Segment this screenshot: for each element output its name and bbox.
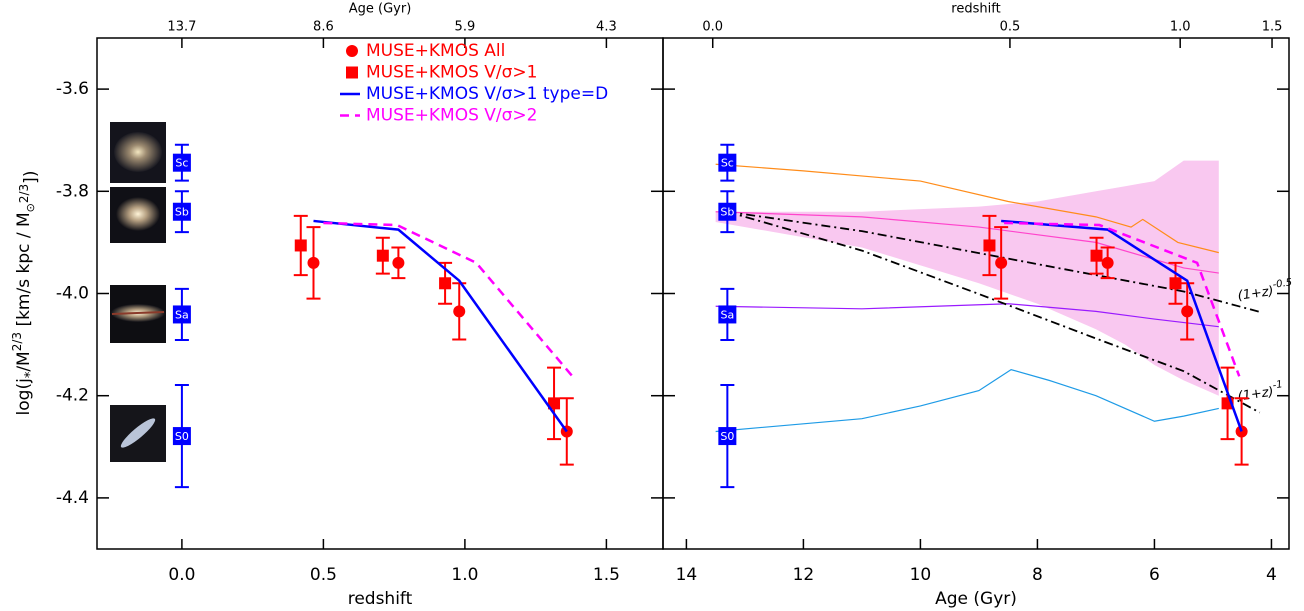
point	[1181, 305, 1194, 318]
legend-label: MUSE+KMOS V/σ>1	[366, 63, 537, 83]
thumb-sa-dust	[111, 311, 165, 315]
type-marker	[718, 153, 737, 172]
type-label: Sc	[721, 157, 734, 170]
series-line	[715, 368, 1219, 433]
x2-tick-label: 13.7	[167, 20, 196, 35]
type-marker	[172, 153, 191, 172]
type-marker	[718, 305, 737, 324]
x-axis-label: Age (Gyr)	[935, 589, 1017, 609]
y-label-part: log(j	[14, 378, 34, 415]
type-label: Sb	[720, 206, 734, 219]
y-label-part: 2/3	[10, 332, 24, 351]
x2-tick-label: 5.9	[455, 20, 476, 35]
point	[294, 239, 307, 252]
type-marker	[172, 427, 191, 446]
x2-tick-label: 8.6	[313, 20, 334, 35]
x-tick-label: 0.0	[168, 565, 195, 585]
point	[995, 256, 1008, 269]
type-marker	[718, 202, 737, 221]
y-axis-label: log(j*/M2/3 [km/s kpc / M⊙2/3])	[10, 171, 42, 416]
thumb-sc-galaxy	[114, 132, 162, 172]
y-label-part: ⊙	[24, 203, 37, 212]
line-annotation: (1+z)-1	[1236, 379, 1284, 404]
type-marker	[172, 305, 191, 324]
point	[392, 256, 405, 269]
x-tick-label: 1.5	[593, 565, 620, 585]
x-tick-label: 8	[1032, 565, 1043, 585]
point	[439, 277, 452, 290]
type-label: S0	[175, 430, 189, 443]
y-tick-label: -4.0	[56, 284, 89, 304]
panel-frame	[662, 37, 1290, 550]
x2-tick-label: 1.0	[1170, 20, 1191, 35]
point	[548, 397, 561, 410]
annotation-base: (1+z)	[1237, 283, 1275, 303]
thumb-sb-galaxy	[116, 197, 160, 231]
x-tick-label: 12	[793, 565, 815, 585]
model-band	[715, 160, 1219, 396]
x-tick-label: 0.5	[310, 565, 337, 585]
annotation-exponent: -0.5	[1272, 277, 1293, 291]
x-tick-label: 10	[910, 565, 932, 585]
y-label-part: *	[23, 371, 38, 378]
point	[307, 256, 320, 269]
type-marker	[718, 427, 737, 446]
x-tick-label: 6	[1149, 565, 1160, 585]
x2-axis-label: Age (Gyr)	[349, 2, 412, 17]
y-label-part: 2/3	[17, 184, 31, 203]
x2-tick-label: 4.3	[596, 20, 617, 35]
series-line	[715, 163, 1219, 254]
legend-symbol	[346, 45, 358, 57]
y-label-part: /M	[14, 351, 34, 371]
series-line	[727, 210, 1261, 414]
thumb-s0-galaxy	[120, 418, 156, 448]
point	[983, 239, 996, 252]
series-line	[715, 303, 1219, 328]
point	[1169, 277, 1182, 290]
series-line	[323, 221, 574, 378]
legend-label: MUSE+KMOS All	[366, 41, 505, 61]
type-label: Sa	[720, 308, 734, 321]
series-line	[1004, 221, 1241, 377]
y-tick-label: -3.6	[56, 79, 89, 99]
annotation-exponent: -1	[1272, 379, 1283, 391]
legend-label: MUSE+KMOS V/σ>2	[366, 106, 537, 126]
galaxy-thumbnails	[110, 122, 166, 462]
y-tick-label: -4.4	[56, 488, 89, 508]
legend-label: MUSE+KMOS V/σ>1 type=D	[366, 84, 608, 104]
series-line	[715, 211, 1219, 274]
point	[376, 249, 389, 262]
y-label-part: ])	[21, 171, 41, 184]
point	[453, 305, 466, 318]
type-label: Sc	[175, 157, 188, 170]
line-annotation: (1+z)-0.5	[1236, 277, 1294, 303]
y-tick-label: -3.8	[56, 181, 89, 201]
x-tick-label: 14	[676, 565, 698, 585]
x2-axis-label: redshift	[951, 2, 1000, 17]
series-line	[727, 210, 1260, 313]
x2-tick-label: 1.5	[1262, 20, 1283, 35]
type-label: Sa	[175, 308, 189, 321]
series-line	[313, 219, 568, 433]
type-label: Sb	[175, 206, 189, 219]
x2-tick-label: 0.0	[702, 20, 723, 35]
x-tick-label: 4	[1266, 565, 1277, 585]
type-marker	[172, 202, 191, 221]
point	[1101, 256, 1114, 269]
legend-symbol	[346, 66, 358, 79]
type-label: S0	[720, 430, 734, 443]
y-label-part: [km/s kpc / M	[14, 212, 34, 332]
point	[1090, 249, 1103, 262]
x-tick-label: 1.0	[451, 565, 478, 585]
y-tick-label: -4.2	[56, 386, 89, 406]
x-axis-label: redshift	[348, 589, 413, 609]
x2-tick-label: 0.5	[1000, 20, 1021, 35]
